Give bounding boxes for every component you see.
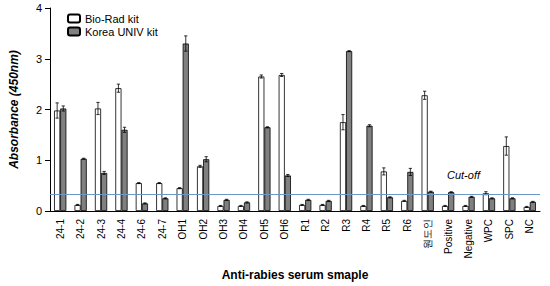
svg-text:NC: NC <box>524 219 535 233</box>
svg-text:Negative: Negative <box>463 219 474 259</box>
svg-text:R2: R2 <box>320 219 331 232</box>
svg-text:24-4: 24-4 <box>116 219 127 239</box>
svg-text:OH2: OH2 <box>198 219 209 240</box>
svg-text:4: 4 <box>36 2 42 14</box>
svg-text:3: 3 <box>36 53 42 65</box>
svg-text:2: 2 <box>36 104 42 116</box>
svg-text:OH4: OH4 <box>238 219 249 240</box>
svg-text:Bio-Rad kit: Bio-Rad kit <box>85 13 139 25</box>
svg-text:R6: R6 <box>402 219 413 232</box>
svg-text:원도인: 원도인 <box>422 219 433 249</box>
svg-text:R5: R5 <box>381 219 392 232</box>
svg-text:WPC: WPC <box>483 219 494 242</box>
svg-text:24-3: 24-3 <box>96 219 107 239</box>
svg-text:24-1: 24-1 <box>55 219 66 239</box>
svg-text:R3: R3 <box>341 219 352 232</box>
svg-text:SPC: SPC <box>504 219 515 240</box>
svg-text:Absorbance (450nm): Absorbance (450nm) <box>7 50 21 170</box>
svg-text:OH6: OH6 <box>279 219 290 240</box>
svg-text:24-7: 24-7 <box>157 219 168 239</box>
svg-text:OH1: OH1 <box>177 219 188 240</box>
svg-text:Positive: Positive <box>443 219 454 254</box>
svg-text:OH3: OH3 <box>218 219 229 240</box>
svg-text:24-6: 24-6 <box>136 219 147 239</box>
svg-text:Cut-off: Cut-off <box>447 169 481 181</box>
svg-text:R1: R1 <box>300 219 311 232</box>
svg-text:1: 1 <box>36 154 42 166</box>
svg-text:OH5: OH5 <box>259 219 270 240</box>
svg-text:R4: R4 <box>361 219 372 232</box>
svg-text:0: 0 <box>36 205 42 217</box>
svg-text:Korea UNIV kit: Korea UNIV kit <box>85 26 158 38</box>
svg-text:24-2: 24-2 <box>75 219 86 239</box>
svg-text:Anti-rabies serum smaple: Anti-rabies serum smaple <box>222 268 369 282</box>
